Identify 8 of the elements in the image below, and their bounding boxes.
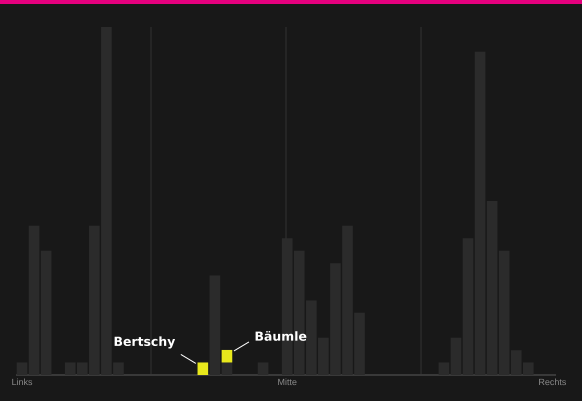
- annotation: Bertschy: [114, 336, 176, 349]
- x-tick-label: Mitte: [278, 378, 297, 386]
- x-tick-label: Rechts: [539, 378, 566, 386]
- annotation: Bäumle: [256, 331, 306, 341]
- x-tick-label: Links: [12, 378, 32, 386]
- bar: [222, 350, 232, 362]
- bar: [258, 362, 268, 375]
- bar: [198, 362, 208, 375]
